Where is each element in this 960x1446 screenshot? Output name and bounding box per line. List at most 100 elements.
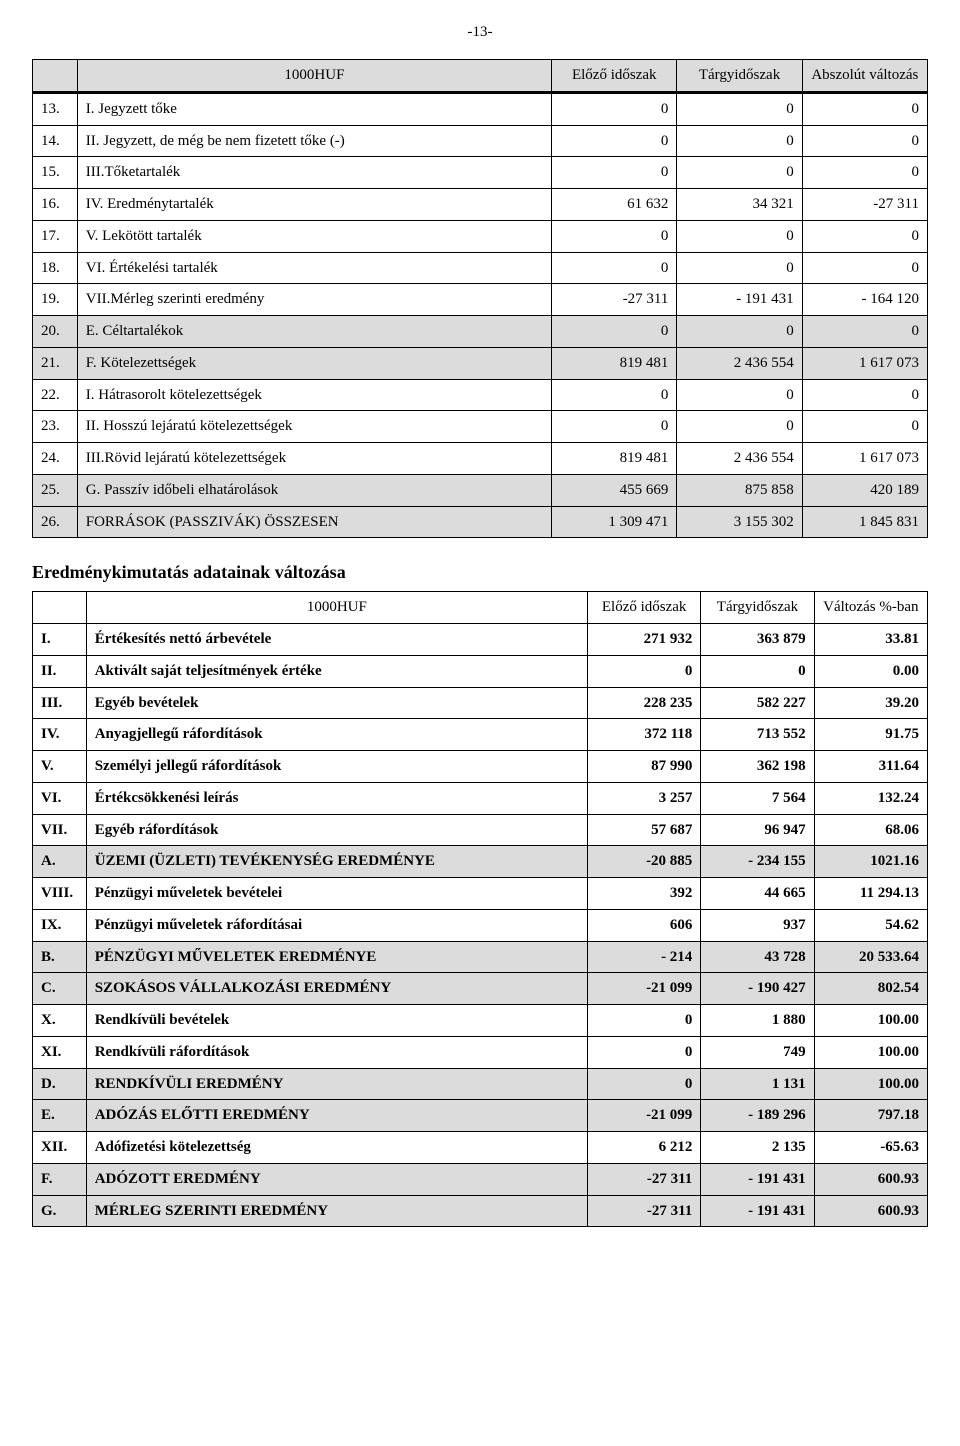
table-row: V.Személyi jellegű ráfordítások87 990362… xyxy=(33,751,928,783)
table1-header-currency: 1000HUF xyxy=(77,60,551,93)
table-row: 24.III.Rövid lejáratú kötelezettségek819… xyxy=(33,443,928,475)
table-row: F.ADÓZOTT EREDMÉNY-27 311- 191 431600.93 xyxy=(33,1163,928,1195)
row-index: 13. xyxy=(33,92,78,125)
row-index: C. xyxy=(33,973,87,1005)
row-desc: III.Tőketartalék xyxy=(77,157,551,189)
row-value: 819 481 xyxy=(552,347,677,379)
row-desc: Adófizetési kötelezettség xyxy=(86,1132,587,1164)
row-value: - 191 431 xyxy=(677,284,802,316)
row-value: 797.18 xyxy=(814,1100,927,1132)
table-row: XI.Rendkívüli ráfordítások0749100.00 xyxy=(33,1036,928,1068)
table-row: 20.E. Céltartalékok000 xyxy=(33,316,928,348)
row-index: VI. xyxy=(33,782,87,814)
row-desc: Anyagjellegű ráfordítások xyxy=(86,719,587,751)
row-value: 33.81 xyxy=(814,624,927,656)
row-value: 20 533.64 xyxy=(814,941,927,973)
row-value: - 234 155 xyxy=(701,846,814,878)
row-value: 3 155 302 xyxy=(677,506,802,538)
table-row: 16.IV. Eredménytartalék61 63234 321-27 3… xyxy=(33,189,928,221)
row-value: 0 xyxy=(677,220,802,252)
table1-header-row: 1000HUF Előző időszak Tárgyidőszak Abszo… xyxy=(33,60,928,93)
row-value: 0 xyxy=(802,220,927,252)
table1-header-prev: Előző időszak xyxy=(552,60,677,93)
table-row: E.ADÓZÁS ELŐTTI EREDMÉNY-21 099- 189 296… xyxy=(33,1100,928,1132)
page-number: -13- xyxy=(32,24,928,41)
row-value: 802.54 xyxy=(814,973,927,1005)
table2-header-row: 1000HUF Előző időszak Tárgyidőszak Válto… xyxy=(33,592,928,624)
row-value: 455 669 xyxy=(552,474,677,506)
table-row: 21.F. Kötelezettségek819 4812 436 5541 6… xyxy=(33,347,928,379)
table-row: G.MÉRLEG SZERINTI EREDMÉNY-27 311- 191 4… xyxy=(33,1195,928,1227)
row-index: III. xyxy=(33,687,87,719)
row-value: 228 235 xyxy=(588,687,701,719)
row-value: 132.24 xyxy=(814,782,927,814)
row-desc: MÉRLEG SZERINTI EREDMÉNY xyxy=(86,1195,587,1227)
table1-header-curr: Tárgyidőszak xyxy=(677,60,802,93)
row-value: - 189 296 xyxy=(701,1100,814,1132)
row-index: 23. xyxy=(33,411,78,443)
row-value: -20 885 xyxy=(588,846,701,878)
table-row: 18.VI. Értékelési tartalék000 xyxy=(33,252,928,284)
row-desc: Értékesítés nettó árbevétele xyxy=(86,624,587,656)
row-value: 713 552 xyxy=(701,719,814,751)
row-value: 0 xyxy=(802,125,927,157)
row-index: E. xyxy=(33,1100,87,1132)
row-value: 2 135 xyxy=(701,1132,814,1164)
row-value: 0 xyxy=(701,655,814,687)
row-value: 2 436 554 xyxy=(677,443,802,475)
row-value: 0 xyxy=(802,92,927,125)
table-row: VIII.Pénzügyi műveletek bevételei39244 6… xyxy=(33,878,928,910)
row-index: B. xyxy=(33,941,87,973)
row-index: 16. xyxy=(33,189,78,221)
row-value: -27 311 xyxy=(552,284,677,316)
row-value: - 190 427 xyxy=(701,973,814,1005)
row-index: VIII. xyxy=(33,878,87,910)
row-desc: F. Kötelezettségek xyxy=(77,347,551,379)
row-value: 44 665 xyxy=(701,878,814,910)
row-value: 875 858 xyxy=(677,474,802,506)
row-value: 362 198 xyxy=(701,751,814,783)
table-row: 26.FORRÁSOK (PASSZIVÁK) ÖSSZESEN1 309 47… xyxy=(33,506,928,538)
row-index: 24. xyxy=(33,443,78,475)
row-desc: Rendkívüli ráfordítások xyxy=(86,1036,587,1068)
table-row: III.Egyéb bevételek228 235582 22739.20 xyxy=(33,687,928,719)
row-value: 937 xyxy=(701,909,814,941)
row-desc: I. Hátrasorolt kötelezettségek xyxy=(77,379,551,411)
row-value: 271 932 xyxy=(588,624,701,656)
row-value: 0 xyxy=(552,252,677,284)
row-value: 0 xyxy=(802,316,927,348)
row-value: 0 xyxy=(677,157,802,189)
row-value: 0 xyxy=(552,220,677,252)
row-index: 14. xyxy=(33,125,78,157)
row-value: - 191 431 xyxy=(701,1195,814,1227)
row-index: X. xyxy=(33,1005,87,1037)
table-row: 17.V. Lekötött tartalék000 xyxy=(33,220,928,252)
row-value: 0 xyxy=(552,316,677,348)
row-value: 582 227 xyxy=(701,687,814,719)
row-desc: ADÓZÁS ELŐTTI EREDMÉNY xyxy=(86,1100,587,1132)
row-value: 1 617 073 xyxy=(802,347,927,379)
table-row: 14.II. Jegyzett, de még be nem fizetett … xyxy=(33,125,928,157)
row-desc: III.Rövid lejáratú kötelezettségek xyxy=(77,443,551,475)
row-value: 3 257 xyxy=(588,782,701,814)
row-desc: SZOKÁSOS VÁLLALKOZÁSI EREDMÉNY xyxy=(86,973,587,1005)
row-value: 0 xyxy=(802,411,927,443)
row-desc: II. Jegyzett, de még be nem fizetett tők… xyxy=(77,125,551,157)
table-row: D.RENDKÍVÜLI EREDMÉNY01 131100.00 xyxy=(33,1068,928,1100)
row-index: XI. xyxy=(33,1036,87,1068)
row-desc: VI. Értékelési tartalék xyxy=(77,252,551,284)
row-value: 1 617 073 xyxy=(802,443,927,475)
row-index: IV. xyxy=(33,719,87,751)
row-desc: VII.Mérleg szerinti eredmény xyxy=(77,284,551,316)
row-desc: Egyéb ráfordítások xyxy=(86,814,587,846)
row-value: 7 564 xyxy=(701,782,814,814)
row-desc: Aktivált saját teljesítmények értéke xyxy=(86,655,587,687)
table-row: IX.Pénzügyi műveletek ráfordításai606937… xyxy=(33,909,928,941)
row-index: I. xyxy=(33,624,87,656)
row-value: 0 xyxy=(552,411,677,443)
row-value: 0 xyxy=(552,92,677,125)
section-title: Eredménykimutatás adatainak változása xyxy=(32,562,928,583)
row-value: 57 687 xyxy=(588,814,701,846)
row-value: 363 879 xyxy=(701,624,814,656)
row-desc: E. Céltartalékok xyxy=(77,316,551,348)
